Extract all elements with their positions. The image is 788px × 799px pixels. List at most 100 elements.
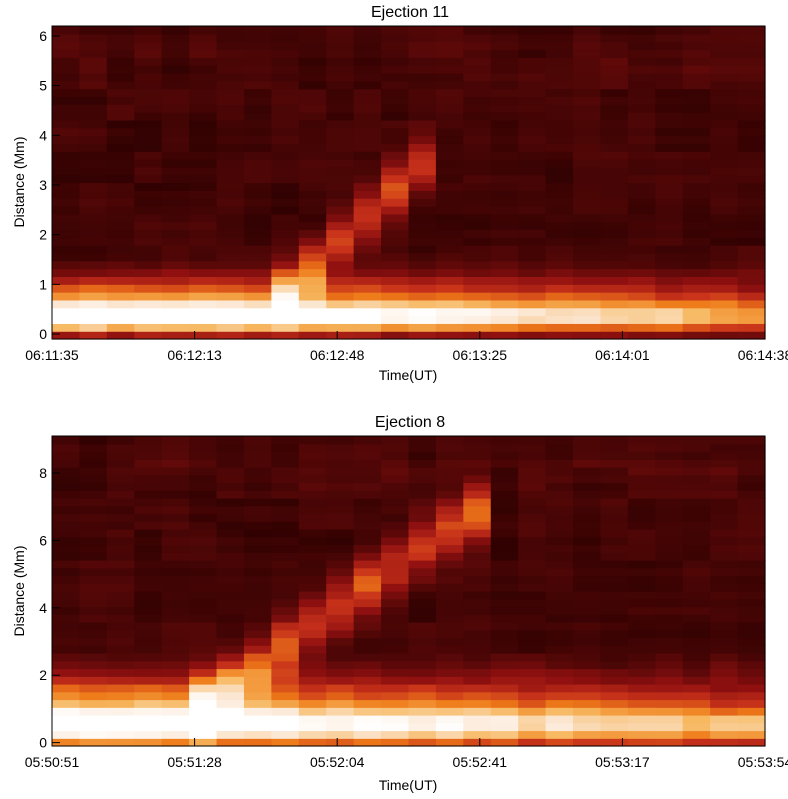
heatmap-cell [573,715,602,724]
heatmap-cell [408,213,437,223]
heatmap-cell [161,41,190,51]
heatmap-cell [518,482,547,491]
heatmap-cell [298,451,327,460]
heatmap-cell [106,567,135,577]
heatmap-cell [216,490,245,499]
heatmap-cell [627,151,656,160]
heatmap-cell [161,443,190,453]
heatmap-cell [655,41,684,51]
heatmap-cell [490,560,519,569]
heatmap-cell [353,591,382,600]
heatmap-cell [106,72,135,82]
heatmap-cell [737,482,766,491]
heatmap-cell [737,567,766,577]
heatmap-cell [189,323,218,332]
heatmap-cell [408,529,437,538]
heatmap-cell [682,276,711,285]
heatmap-cell [106,490,135,499]
heatmap-cell [161,151,190,160]
heatmap-cell [627,459,656,468]
heatmap-cell [134,436,163,445]
heatmap-cell [627,583,656,592]
heatmap-cell [326,715,355,724]
heatmap-cell [682,560,711,569]
x-axis-ticks: 06:11:35 06:12:13 06:12:48 06:13:25 06:14:01… [25,331,788,363]
heatmap-cell [216,660,245,670]
heatmap-cell [189,159,218,168]
heatmap-cell [682,467,711,476]
heatmap-cell [243,252,272,262]
heatmap-cell [161,26,190,35]
heatmap-cell [161,104,190,113]
heatmap-cell [189,182,218,191]
heatmap-cell [463,135,492,144]
heatmap-cell [435,237,464,246]
heatmap-cell [79,490,108,499]
heatmap-cell [326,529,355,538]
heatmap-cell [490,119,519,129]
heatmap-cell [271,505,300,515]
heatmap-cell [353,653,382,662]
heatmap-cell [52,637,81,646]
heatmap-cells [52,436,766,747]
heatmap-cell [271,198,300,207]
heatmap-cell [737,182,766,191]
heatmap-cell [545,637,574,646]
heatmap-cell [216,598,245,608]
heatmap-cell [545,41,574,51]
heatmap-cell [490,622,519,631]
heatmap-cell [243,268,272,277]
heatmap-cell [243,213,272,223]
heatmap-cell [627,560,656,569]
heatmap-cell [600,96,629,105]
heatmap-cell [463,467,492,476]
heatmap-cell [435,135,464,144]
heatmap-cell [627,323,656,332]
heatmap-cell [627,33,656,43]
heatmap-cell [381,237,410,246]
heatmap-cell [490,88,519,98]
heatmap-cell [243,119,272,129]
heatmap-cell [52,490,81,499]
heatmap-cell [161,323,190,332]
heatmap-cell [161,699,190,708]
heatmap-cell [435,166,464,176]
heatmap-cell [381,119,410,129]
heatmap-cell [353,467,382,476]
heatmap-cell [189,65,218,74]
heatmap-cell [737,72,766,82]
heatmap-cell [737,436,766,445]
heatmap-cell [271,443,300,453]
heatmap-cell [79,151,108,160]
heatmap-cell [655,237,684,246]
heatmap-cell [353,88,382,98]
heatmap-cell [463,166,492,176]
heatmap-cell [381,467,410,476]
heatmap-cell [52,436,81,445]
heatmap-cell [106,307,135,317]
heatmap-cell [106,268,135,277]
heatmap-cell [600,722,629,732]
heatmap-cell [518,684,547,693]
heatmap-cell [573,730,602,739]
heatmap-cell [435,174,464,184]
heatmap-cell [737,536,766,546]
heatmap-cell [682,575,711,584]
heatmap-cell [435,730,464,739]
heatmap-cell [161,567,190,577]
heatmap-cell [106,498,135,507]
heatmap-cell [682,660,711,670]
heatmap-cell [79,307,108,317]
heatmap-cell [463,653,492,662]
heatmap-cell [545,299,574,309]
heatmap-cell [573,221,602,231]
heatmap-cell [463,276,492,285]
heatmap-cell [326,552,355,561]
heatmap-cell [600,606,629,615]
heatmap-cell [161,513,190,522]
heatmap-cell [408,575,437,584]
heatmap-cell [463,284,492,293]
heatmap-cell [79,529,108,538]
heatmap-cell [189,598,218,608]
heatmap-cell [463,33,492,43]
